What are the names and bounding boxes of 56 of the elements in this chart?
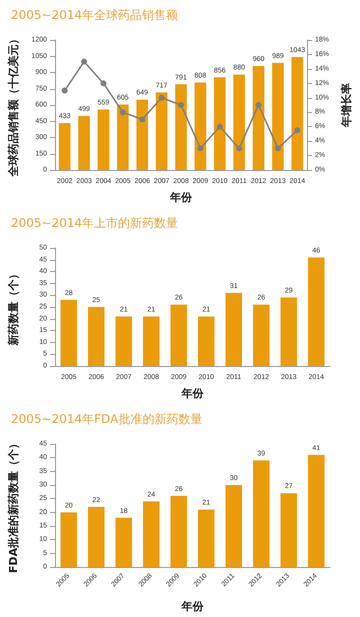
bar [143,316,160,366]
bar [253,460,270,567]
bar [117,104,129,170]
point [178,102,184,108]
point [216,124,223,130]
y-axis-title: 新药数量（个） [7,268,20,346]
bar [88,506,104,567]
bar [214,77,226,170]
bar [143,501,160,567]
bar [280,493,297,567]
point [139,116,146,122]
bar [98,109,110,170]
x-axis-title: 年份 [180,600,204,613]
bar [88,307,104,366]
bar [280,298,297,366]
bar [60,300,77,366]
bar [198,316,214,366]
bar [58,123,71,170]
y-axis-title: 全球药品销售额（十亿美元） [7,34,20,178]
bar [116,518,132,567]
chart-title: 2005~2014年FDA批准的新药数量 [11,412,202,426]
bar [116,316,132,366]
point [294,127,300,134]
bar [252,66,264,170]
chart-title: 2005~2014年全球药品销售额 [11,8,178,22]
bar [198,510,214,567]
x-axis-title: 年份 [180,387,204,400]
bar [170,496,187,567]
bar [194,82,206,170]
point [158,94,165,101]
bar [308,454,324,567]
point [100,80,106,86]
bar [170,304,187,366]
point [274,145,281,152]
point [62,88,68,94]
point [236,145,242,152]
point [120,109,126,116]
bar [226,292,242,366]
bar [233,74,245,170]
y2-axis-title: 年增长率 [340,83,353,128]
bar [226,485,242,567]
point [81,58,88,65]
point [197,145,204,152]
bar [60,512,77,567]
bar [308,257,324,366]
bar [136,100,148,170]
x-axis-title: 年份 [169,191,193,204]
y-axis-title: FDA批准的新药数量（个） [7,438,20,574]
bar [272,62,284,170]
bar [253,304,270,366]
chart-title: 2005~2014年上市的新药数量 [11,216,178,230]
bar [291,57,304,170]
bar [78,116,90,170]
bar [156,92,168,170]
bar [175,84,187,170]
point [256,102,262,108]
